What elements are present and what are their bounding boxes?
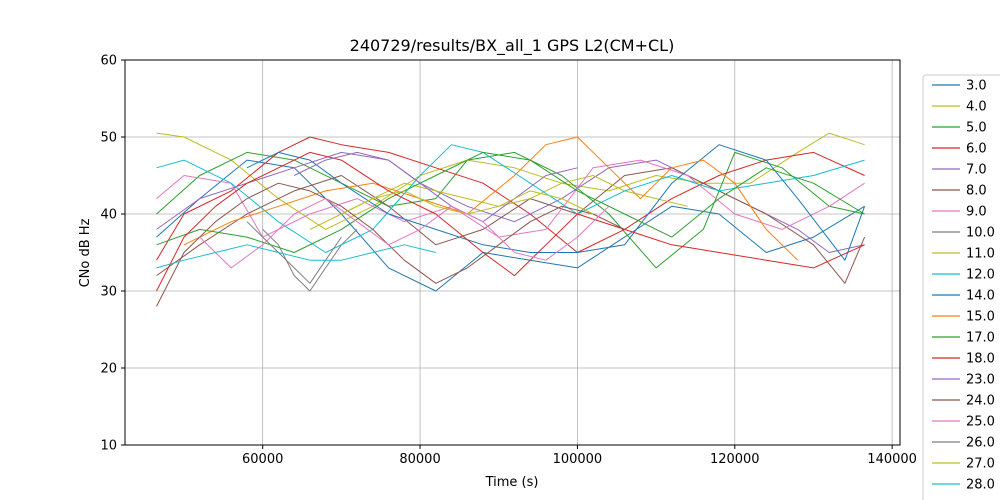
x-tick-label: 60000 [242, 452, 283, 467]
legend-label: 8.0 [966, 184, 987, 199]
y-axis-label: CNo dB Hz [78, 218, 93, 287]
legend-label: 7.0 [966, 163, 987, 178]
legend-label: 3.0 [966, 79, 987, 94]
y-tick-label: 50 [100, 131, 117, 146]
chart-title: 240729/results/BX_all_1 GPS L2(CM+CL) [350, 36, 675, 56]
legend-label: 6.0 [966, 142, 987, 157]
legend-label: 24.0 [966, 394, 995, 409]
legend-label: 26.0 [966, 436, 995, 451]
x-tick-label: 140000 [867, 452, 917, 467]
legend-label: 4.0 [966, 100, 987, 115]
series-line-14.0 [246, 144, 866, 261]
legend-label: 18.0 [966, 352, 995, 367]
series-line-15.0 [183, 136, 799, 261]
x-axis-label: Time (s) [485, 475, 539, 490]
y-tick-label: 30 [100, 285, 117, 300]
series-line-6.0 [156, 136, 865, 261]
series-line-18.0 [156, 151, 865, 292]
series-line-28.0 [156, 244, 436, 269]
y-tick-label: 10 [100, 439, 117, 454]
legend-label: 27.0 [966, 457, 995, 472]
x-tick-label: 100000 [553, 452, 603, 467]
legend: 3.0 4.0 5.0 6.0 7.0 8.0 9.0 10.0 11.0 12.0 14.0 15.… [922, 74, 1000, 500]
legend-label: 11.0 [966, 247, 995, 262]
legend-label: 25.0 [966, 415, 995, 430]
y-tick-label: 60 [100, 54, 117, 69]
plot-background [125, 60, 900, 445]
legend-label: 10.0 [966, 226, 995, 241]
x-tick-label: 80000 [399, 452, 440, 467]
legend-label: 23.0 [966, 373, 995, 388]
series-line-23.0 [293, 151, 578, 223]
plot-area: 60000 80000 100000 120000 140000 10 20 30 40 50 60 [100, 54, 916, 468]
legend-label: 12.0 [966, 268, 995, 283]
series-line-4.0 [156, 132, 865, 230]
series-line-27.0 [309, 190, 594, 230]
series-line-11.0 [341, 175, 688, 215]
legend-label: 17.0 [966, 331, 995, 346]
legend-label: 14.0 [966, 289, 995, 304]
series-line-3.0 [156, 159, 865, 292]
y-tick-label: 40 [100, 208, 117, 223]
y-tick-label: 20 [100, 362, 117, 377]
x-tick-label: 120000 [710, 452, 760, 467]
legend-label: 5.0 [966, 121, 987, 136]
legend-label: 15.0 [966, 310, 995, 325]
legend-box [922, 74, 1000, 500]
series-line-25.0 [199, 198, 610, 269]
legend-label: 28.0 [966, 478, 995, 493]
axes-frame [124, 59, 901, 446]
series-line-5.0 [156, 151, 865, 269]
legend-label: 9.0 [966, 205, 987, 220]
